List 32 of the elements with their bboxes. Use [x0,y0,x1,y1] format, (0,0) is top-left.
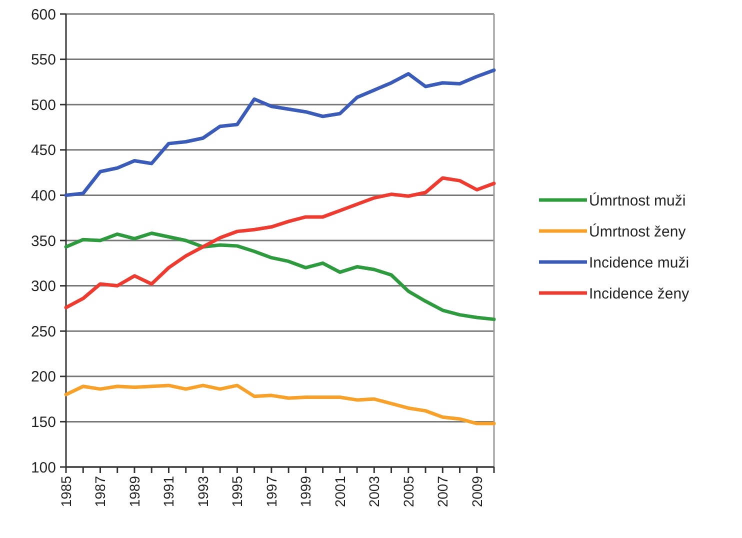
x-tick-label: 2003 [366,476,382,508]
x-tick-label: 2001 [332,476,348,508]
x-tick-label: 1999 [298,476,314,508]
x-tick-label: 1989 [126,476,142,508]
legend-label: Úmrtnost ženy [589,222,686,240]
y-tick-label: 250 [30,323,56,340]
y-tick-label: 300 [30,278,56,296]
legend-label: Incidence muži [589,254,690,272]
y-tick-label: 150 [30,414,56,431]
legend-label: Úmrtnost muži [589,191,686,210]
line-series [64,232,496,322]
x-tick-label: 1995 [229,476,246,508]
legend-label: Incidence ženy [589,285,690,302]
y-tick-label: 200 [30,368,56,386]
y-tick-label: 100 [30,459,56,476]
x-tick-label: 1985 [58,476,74,508]
y-tick-label: 350 [30,232,56,250]
x-tick-label: 1991 [160,476,177,508]
y-tick-label: 550 [30,52,56,69]
x-tick-label: 1997 [263,476,280,508]
y-tick-label: 450 [30,142,56,160]
line-series [64,68,496,197]
y-tick-label: 600 [30,6,56,24]
x-tick-label: 2007 [434,476,451,508]
line-series [64,384,496,426]
line-series [64,176,496,310]
x-tick-label: 2009 [468,476,485,508]
y-tick-label: 400 [30,187,56,204]
x-tick-label: 2005 [400,476,416,508]
y-tick-label: 500 [30,96,56,114]
x-tick-label: 1987 [92,476,108,508]
x-tick-label: 1993 [194,476,211,508]
